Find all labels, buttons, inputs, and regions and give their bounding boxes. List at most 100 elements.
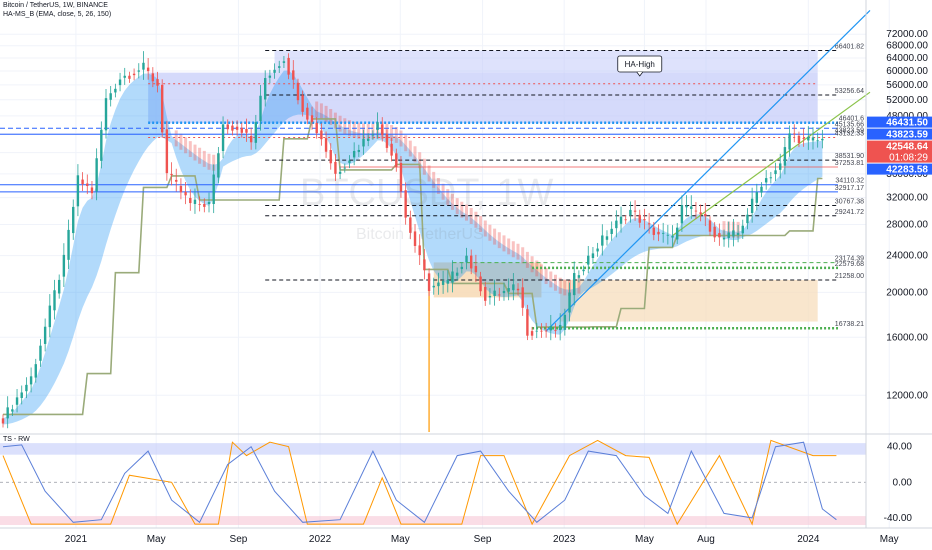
candle (404, 190, 407, 218)
candle (376, 122, 379, 130)
osc-tick-label: -40.00 (884, 513, 913, 524)
level-label: 43823.59 (835, 127, 864, 134)
candle (235, 126, 239, 130)
candle (774, 170, 777, 175)
level-label: 38531.90 (835, 153, 864, 160)
level-label: 34110.32 (835, 178, 864, 185)
candle (57, 279, 61, 294)
candle (591, 253, 595, 259)
candle (179, 185, 183, 193)
candle (526, 309, 529, 336)
candle (156, 79, 159, 86)
price-badge (867, 128, 932, 140)
candle (132, 73, 136, 76)
time-tick-label: May (635, 534, 654, 545)
candle (62, 254, 66, 277)
candle (29, 376, 33, 385)
price-tick-label: 20000.00 (886, 287, 928, 298)
price-badge-value: 42283.58 (886, 165, 928, 176)
candle (399, 162, 403, 192)
candle (203, 204, 206, 207)
candle (6, 407, 9, 419)
price-tick-label: 16000.00 (886, 332, 928, 343)
candle (746, 214, 749, 224)
level-label: 21258.00 (835, 273, 864, 280)
candle (15, 397, 19, 405)
candle (306, 107, 309, 120)
candle (86, 183, 89, 187)
candle (432, 285, 435, 288)
candle (516, 288, 520, 291)
candle (48, 305, 52, 328)
candle (423, 259, 426, 271)
time-tick-label: May (391, 534, 410, 545)
indicator-title: HA-MS_B (EMA, close, 5, 26, 150) (3, 11, 112, 18)
candle (310, 115, 314, 122)
candle (418, 245, 421, 256)
candle (498, 294, 501, 296)
candle (690, 206, 693, 209)
candle (488, 296, 492, 298)
candle (811, 137, 815, 141)
candle (558, 324, 562, 331)
candle (666, 234, 670, 236)
candle (502, 290, 506, 294)
candle (540, 330, 543, 332)
level-label: 43132.33 (835, 130, 864, 137)
candle (736, 233, 740, 235)
oscillator-title: TS - RW (3, 436, 30, 443)
candle (212, 174, 215, 205)
candle (802, 138, 805, 139)
candle (699, 212, 702, 215)
candle (334, 161, 337, 174)
osc-upper-band (0, 443, 866, 455)
candle (109, 93, 112, 100)
candle (189, 197, 192, 204)
candle (587, 255, 590, 265)
candle (320, 130, 323, 140)
candle (352, 150, 356, 158)
candle (259, 95, 262, 122)
candle (146, 67, 150, 72)
candle (170, 173, 173, 176)
candle (207, 202, 211, 205)
candle (278, 66, 281, 68)
candle (100, 129, 103, 161)
candle (151, 73, 155, 82)
candle (750, 198, 754, 213)
candle (647, 223, 651, 225)
candle (816, 140, 819, 142)
candle (72, 206, 75, 234)
watermark-symbol: BTCUSDT, 1W (300, 172, 554, 214)
candle (357, 149, 361, 152)
level-label: 29241.72 (835, 209, 864, 216)
candle (460, 266, 464, 270)
level-label: 53256.64 (835, 88, 864, 95)
candle (769, 177, 773, 179)
candle (43, 326, 47, 344)
candle (20, 392, 23, 398)
candle (76, 175, 80, 207)
ha-zone-upper (274, 50, 818, 73)
candle (441, 280, 445, 285)
candle (249, 135, 253, 143)
candle (128, 75, 131, 79)
price-badge-value: 43823.59 (886, 130, 928, 141)
candle (788, 133, 791, 150)
candle (90, 187, 94, 194)
candle (619, 216, 623, 224)
price-tick-label: 56000.00 (886, 80, 928, 91)
time-tick-label: May (880, 534, 899, 545)
candle (296, 82, 300, 101)
candle (1, 418, 5, 424)
price-tick-label: 48000.00 (886, 111, 928, 122)
candle (193, 199, 197, 205)
level-label: 23174.39 (835, 256, 864, 263)
candle (694, 210, 698, 212)
candle (390, 143, 393, 156)
demand-zone-right (560, 280, 818, 322)
candle (713, 226, 716, 238)
candle (367, 138, 370, 141)
candle (165, 129, 169, 174)
